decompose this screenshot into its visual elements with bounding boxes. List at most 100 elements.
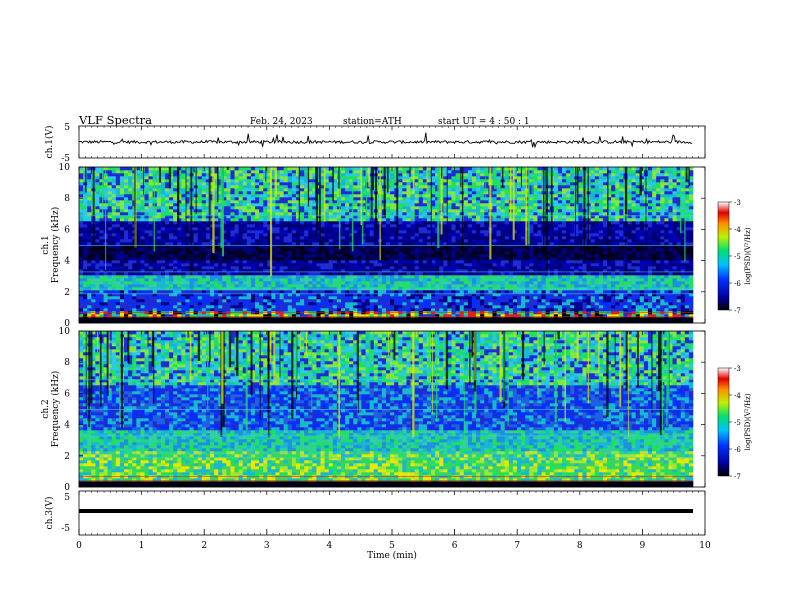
spectrogram-cell (259, 260, 264, 264)
spectrogram-cell (688, 257, 694, 261)
spectrogram-cell (471, 233, 477, 237)
spectrogram-cell (598, 272, 604, 276)
spectrogram-cell (377, 296, 383, 300)
spectrogram-cell (361, 317, 366, 321)
spectrogram-cell (471, 266, 477, 270)
spectrogram-cell (459, 278, 465, 282)
spectrogram-cell (328, 287, 334, 291)
spectrogram-cell (87, 227, 92, 231)
spectrogram-cell (537, 302, 542, 306)
spectrogram-cell (197, 230, 203, 234)
spectrogram-cell (398, 293, 403, 297)
spectrogram-cell (349, 272, 354, 276)
spectrogram-cell (582, 275, 587, 279)
spectrogram-cell (230, 227, 235, 231)
spectrogram-cell (197, 320, 203, 324)
spectrogram-cell (598, 230, 604, 234)
spectrogram-cell (390, 254, 395, 258)
spectrogram-cell (467, 233, 473, 237)
spectrogram-cell (484, 236, 489, 240)
spectrogram-cell (602, 236, 608, 240)
spectrogram-cell (132, 266, 137, 270)
spectrogram-cell (263, 281, 268, 285)
spectrogram-cell (218, 260, 223, 264)
spectrogram-cell (83, 269, 88, 273)
spectrogram-cell (598, 299, 604, 303)
spectrogram-cell (480, 296, 485, 300)
spectrogram-cell (242, 275, 248, 279)
spectrogram-cell (639, 278, 645, 282)
spectrogram-cell (242, 269, 248, 273)
spectrogram-cell (521, 251, 526, 255)
spectrogram-cell (398, 224, 403, 228)
spectrogram-cell (173, 290, 178, 294)
spectrogram-cell (516, 260, 522, 264)
spectrogram-cell (357, 257, 362, 261)
spectrogram-cell (369, 320, 375, 324)
spectrogram-cell (79, 236, 84, 240)
spectrogram-cell (328, 266, 334, 270)
spectrogram-cell (173, 266, 178, 270)
spectrogram-cell (185, 263, 190, 267)
spectrogram-cell (643, 320, 649, 324)
spectrogram-cell (414, 290, 420, 294)
spectrogram-cell (476, 227, 481, 231)
spectrogram-cell (234, 263, 239, 267)
spectrogram-cell (107, 227, 113, 231)
spectrogram-cell (336, 257, 342, 261)
spectrogram-cell (639, 257, 645, 261)
spectrogram-cell (230, 248, 235, 252)
spectrogram-cell (267, 305, 272, 309)
spectrogram-cell (386, 308, 391, 312)
spectrogram-cell (324, 257, 329, 261)
spectrogram-cell (578, 224, 583, 228)
spectrogram-cell (345, 314, 350, 318)
spectrogram-cell (197, 284, 203, 288)
spectrogram-cell (193, 230, 198, 234)
spectrogram-cell (414, 299, 420, 303)
spectrogram-cell (353, 278, 358, 282)
spectrogram-cell (357, 278, 362, 282)
spectrogram-cell (177, 296, 182, 300)
spectrogram-cell (345, 320, 350, 324)
spectrogram-cell (607, 242, 612, 246)
spectrogram-cell (553, 287, 559, 291)
spectrogram-cell (443, 260, 448, 264)
spectrogram-cell (83, 242, 88, 246)
spectrogram-cell (525, 233, 530, 237)
spectrogram-cell (455, 281, 460, 285)
spectrogram-cell (332, 290, 338, 294)
spectrogram-cell (312, 278, 317, 282)
spectrogram-cell (406, 302, 411, 306)
spectrogram-cell (611, 302, 616, 306)
spectrogram-cell (222, 281, 227, 285)
spectrogram-cell (259, 284, 264, 288)
spectrogram-cell (635, 278, 641, 282)
spectrogram-cell (562, 278, 567, 282)
spectrogram-cell (205, 254, 211, 258)
spectrogram-cell (443, 224, 448, 228)
spectrogram-cell (541, 284, 546, 288)
spectrogram-cell (169, 299, 174, 303)
spectrogram-cell (459, 257, 465, 261)
spectrogram-cell (500, 278, 505, 282)
spectrogram-cell (181, 314, 186, 318)
spectrogram-cell (537, 278, 542, 282)
spectrogram-cell (447, 227, 452, 231)
spectrogram-cell (549, 317, 555, 321)
spectrogram-cell (214, 299, 219, 303)
spectrogram-cell (119, 233, 125, 237)
spectrogram-cell (455, 269, 460, 273)
spectrogram-cell (639, 305, 645, 309)
spectrogram-cell (287, 308, 293, 312)
spectrogram-cell (320, 233, 325, 237)
spectrogram-cell (459, 260, 465, 264)
spectrogram-cell (398, 260, 403, 264)
spectrogram-cell (500, 320, 505, 324)
spectrogram-cell (95, 227, 100, 231)
spectrogram-cell (447, 245, 452, 249)
spectrogram-cell (377, 260, 383, 264)
spectrogram-cell (647, 320, 653, 324)
spectrogram-cell (447, 320, 452, 324)
spectrogram-cell (521, 287, 526, 291)
